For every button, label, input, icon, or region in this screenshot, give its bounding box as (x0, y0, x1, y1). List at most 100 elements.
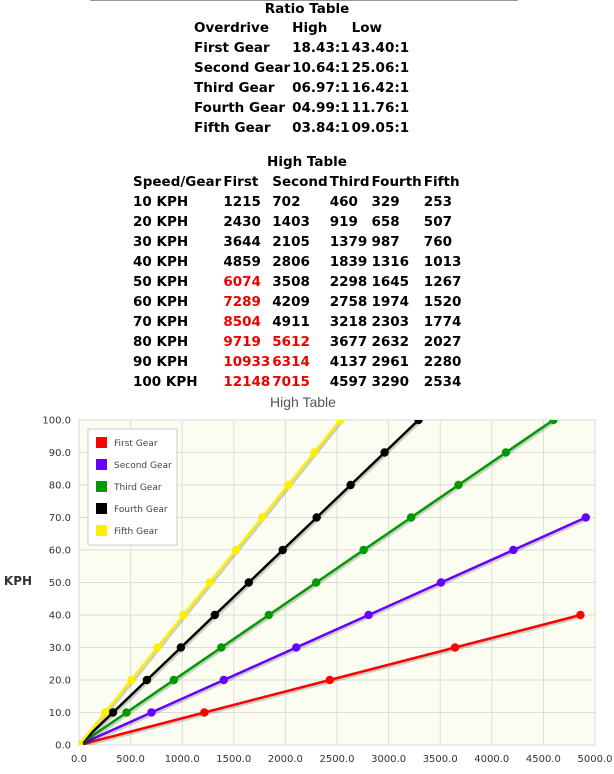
table-cell: 10 KPH (133, 194, 189, 210)
table-cell: 1316 (371, 254, 410, 270)
speed-gear-line-chart: High Table 0.0 500.0 1000.0 1500.0 2000.0 250… (4, 394, 613, 765)
data-point (108, 708, 118, 717)
y-tick-label: 0.0 (55, 741, 71, 752)
high-header-cell: Third (329, 174, 370, 190)
table-cell: 10.64:1 (292, 60, 350, 76)
data-point (581, 513, 591, 522)
table-cell: 3290 (371, 374, 410, 390)
x-tick-label: 500.0 (116, 754, 145, 765)
table-cell: 4209 (272, 294, 310, 310)
legend-label: Fifth Gear (114, 527, 158, 537)
table-cell: 100 KPH (133, 374, 198, 390)
table-cell: 2430 (223, 214, 261, 230)
high-header-cell: First (223, 174, 259, 190)
data-point (292, 643, 301, 652)
data-point (436, 578, 446, 587)
table-cell: 2298 (329, 274, 368, 290)
legend-label: First Gear (114, 439, 158, 449)
x-tick-label: 2500.0 (320, 754, 355, 765)
table-cell: 16.42:1 (351, 80, 410, 96)
y-tick-label: 80.0 (49, 481, 71, 492)
ratio-header-cell: Low (351, 20, 382, 36)
table-cell: 6074 (223, 274, 261, 290)
table-cell: 1379 (329, 234, 368, 250)
table-cell: 507 (423, 214, 452, 230)
data-point (380, 448, 389, 457)
y-tick-label: 40.0 (49, 611, 71, 622)
table-row: Second Gear 10.64:1 25.06:1 (194, 58, 411, 78)
table-row: Fifth Gear 03.84:1 09.05:1 (194, 118, 411, 138)
table-cell: 2534 (423, 374, 462, 390)
table-cell: 4137 (329, 354, 368, 370)
table-cell: 2806 (272, 254, 310, 270)
table-cell: 8504 (223, 314, 261, 330)
legend-swatch (96, 459, 107, 470)
x-tick-label: 3500.0 (423, 754, 458, 765)
y-tick-label: 60.0 (49, 546, 71, 557)
data-point (336, 420, 345, 425)
table-cell: Second Gear (194, 60, 291, 76)
x-tick-label: 4500.0 (526, 754, 561, 765)
data-point (257, 513, 267, 522)
table-cell: 30 KPH (133, 234, 189, 250)
table-cell: 20 KPH (133, 214, 189, 230)
table-cell: 658 (371, 214, 400, 230)
data-point (364, 610, 373, 620)
ratio-header-cell: High (292, 20, 328, 36)
data-point (501, 448, 511, 457)
table-cell: Fourth Gear (194, 100, 285, 116)
table-row: 70 KPH 8504 4911 3218 2303 1774 (133, 312, 463, 332)
data-point (283, 480, 293, 490)
table-cell: 6314 (272, 354, 310, 370)
x-tick-label: 3000.0 (371, 754, 406, 765)
table-cell: 2303 (371, 314, 410, 330)
table-row: Fourth Gear 04.99:1 11.76:1 (194, 98, 411, 118)
table-cell: 2961 (371, 354, 410, 370)
legend: First Gear Second Gear Third Gear Fourth Ge… (87, 428, 178, 546)
data-point (278, 545, 287, 555)
table-cell: 3677 (329, 334, 368, 350)
high-header-cell: Second (272, 174, 328, 190)
data-point (153, 643, 162, 652)
table-cell: 4859 (223, 254, 261, 270)
data-point (205, 578, 214, 587)
data-point (359, 545, 368, 555)
series-group (79, 420, 591, 745)
table-cell: 43.40:1 (351, 40, 410, 56)
data-point (122, 708, 131, 717)
data-point (147, 708, 156, 717)
x-tick-label: 4000.0 (474, 754, 509, 765)
legend-swatch (96, 525, 107, 536)
high-header-cell: Fifth (423, 174, 460, 190)
table-cell: 2758 (329, 294, 368, 310)
table-cell: 3508 (272, 274, 310, 290)
table-row: 30 KPH 3644 2105 1379 987 760 (133, 232, 463, 252)
table-cell: 40 KPH (133, 254, 189, 270)
data-point (414, 420, 423, 425)
x-tick-label: 5000.0 (578, 754, 613, 765)
x-tick-label: 1000.0 (165, 754, 200, 765)
data-point (100, 708, 110, 717)
y-tick-label: 30.0 (49, 643, 71, 654)
table-cell: Fifth Gear (194, 120, 271, 136)
high-table: Speed/Gear First Second Third Fourth Fif… (133, 172, 463, 392)
series-line (79, 516, 587, 745)
table-cell: 7289 (223, 294, 261, 310)
legend-swatch (96, 481, 107, 492)
table-row: 100 KPH 12148 7015 4597 3290 2534 (133, 372, 463, 392)
table-cell: 12148 (223, 374, 271, 390)
table-row: 40 KPH 4859 2806 1839 1316 1013 (133, 252, 463, 272)
x-tick-label: 0.0 (71, 754, 87, 765)
data-point (219, 675, 228, 685)
table-cell: 80 KPH (133, 334, 189, 350)
table-cell: 2280 (423, 354, 462, 370)
ratio-table-header: Overdrive High Low (194, 18, 411, 38)
table-cell: 1403 (272, 214, 310, 230)
table-cell: 60 KPH (133, 294, 189, 310)
table-cell: 1645 (371, 274, 410, 290)
data-point (312, 513, 321, 522)
table-cell: 987 (371, 234, 400, 250)
data-point (176, 643, 186, 652)
table-cell: 70 KPH (133, 314, 189, 330)
data-point (310, 448, 319, 457)
